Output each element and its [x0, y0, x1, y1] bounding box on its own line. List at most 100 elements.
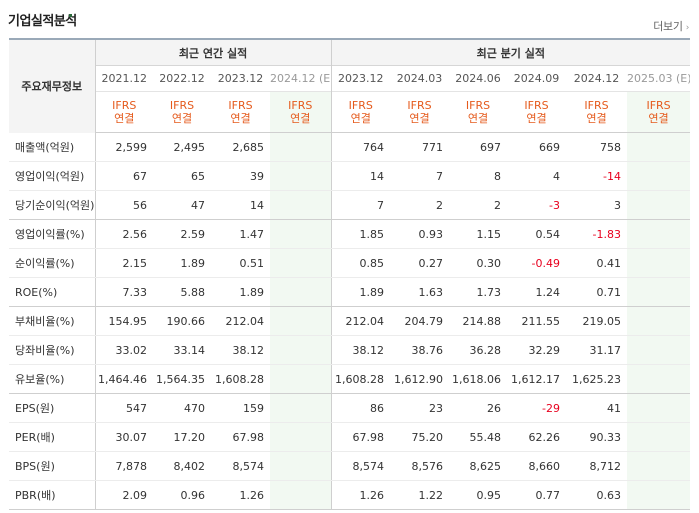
metric-label: PBR(배) [9, 480, 96, 510]
quarter-value-cell: 1.63 [390, 277, 450, 307]
table-row: 매출액(억원) 2,599 2,495 2,685 764 771 697 669 758 [9, 132, 691, 162]
quarter-value-cell: 38.76 [390, 335, 450, 365]
quarter-value-cell: 8,625 [449, 451, 508, 481]
metric-label: 부채비율(%) [9, 306, 96, 336]
table-row: 당좌비율(%) 33.02 33.14 38.12 38.12 38.76 36.28 32.… [9, 335, 691, 365]
quarter-value-cell: 36.28 [449, 335, 508, 365]
quarter-value-cell: 0.27 [390, 248, 450, 278]
annual-value-cell: 33.02 [95, 335, 153, 365]
annual-value-cell: 1.89 [153, 248, 211, 278]
quarter-value-cell: 758 [566, 132, 628, 162]
quarter-period-header: 2024.03 [390, 65, 450, 92]
quarter-value-cell [627, 277, 691, 307]
table-row: 부채비율(%) 154.95 190.66 212.04 212.04 204.79 214… [9, 306, 691, 336]
quarter-value-cell [627, 480, 691, 510]
quarter-value-cell: 2 [449, 190, 508, 220]
annual-value-cell: 39 [211, 161, 270, 191]
quarter-value-cell: 8,574 [331, 451, 391, 481]
quarter-value-cell: 2 [390, 190, 450, 220]
quarter-value-cell: 204.79 [390, 306, 450, 336]
quarter-value-cell: 4 [507, 161, 567, 191]
table-row: BPS(원) 7,878 8,402 8,574 8,574 8,576 8,625 8,66… [9, 451, 691, 481]
row-header-label: 주요재무정보 [9, 38, 96, 133]
quarter-value-cell: 7 [331, 190, 391, 220]
annual-value-cell: 2,495 [153, 132, 211, 162]
quarter-value-cell: 1.73 [449, 277, 508, 307]
ifrs-label: IFRS [407, 99, 432, 112]
annual-value-cell [270, 393, 332, 423]
annual-value-cell: 30.07 [95, 422, 153, 452]
quarter-value-cell: 31.17 [566, 335, 628, 365]
table-row: 당기순이익(억원) 56 47 14 7 2 2 -3 3 [9, 190, 691, 220]
quarter-value-cell: 0.30 [449, 248, 508, 278]
quarter-value-cell: 1,612.90 [390, 364, 450, 394]
table-row: EPS(원) 547 470 159 86 23 26 -29 41 [9, 393, 691, 423]
metric-label: ROE(%) [9, 277, 96, 307]
quarter-value-cell: 86 [331, 393, 391, 423]
annual-value-cell [270, 219, 332, 249]
annual-value-cell: 1.47 [211, 219, 270, 249]
annual-value-cell: 470 [153, 393, 211, 423]
quarter-value-cell: 0.41 [566, 248, 628, 278]
more-link[interactable]: 더보기 › [653, 18, 689, 34]
quarter-value-cell: 7 [390, 161, 450, 191]
ifrs-label: IFRS [169, 99, 195, 112]
quarter-value-cell: 8,712 [566, 451, 628, 481]
consolidated-label: 연결 [586, 112, 607, 125]
annual-value-cell [270, 248, 332, 278]
quarter-period-header: 2025.03 (E) [627, 65, 691, 92]
ifrs-badge: IFRS 연결 [449, 91, 508, 133]
consolidated-label: 연결 [467, 112, 489, 125]
quarter-value-cell: 0.54 [507, 219, 567, 249]
metric-label: 당좌비율(%) [9, 335, 96, 365]
quarter-value-cell: 62.26 [507, 422, 567, 452]
section-title: 기업실적분석 [8, 14, 77, 29]
annual-value-cell: 7.33 [95, 277, 153, 307]
quarter-value-cell: 1.15 [449, 219, 508, 249]
quarter-value-cell: 1,608.28 [331, 364, 391, 394]
consolidated-label: 연결 [648, 112, 669, 125]
quarter-value-cell: 55.48 [449, 422, 508, 452]
annual-value-cell: 1.89 [211, 277, 270, 307]
quarter-value-cell: 32.29 [507, 335, 567, 365]
quarter-value-cell: 67.98 [331, 422, 391, 452]
quarter-value-cell [627, 190, 691, 220]
quarter-value-cell [627, 161, 691, 191]
quarter-value-cell: 8 [449, 161, 508, 191]
quarter-value-cell: 1,618.06 [449, 364, 508, 394]
annual-value-cell [270, 451, 332, 481]
annual-value-cell: 17.20 [153, 422, 211, 452]
quarter-value-cell: 764 [331, 132, 391, 162]
quarter-group-header: 최근 분기 실적 [331, 38, 691, 66]
annual-value-cell: 67 [95, 161, 153, 191]
ifrs-label: IFRS [112, 99, 137, 112]
quarter-value-cell: 771 [390, 132, 450, 162]
quarter-value-cell [627, 364, 691, 394]
quarter-value-cell: 0.63 [566, 480, 628, 510]
metric-label: EPS(원) [9, 393, 96, 423]
annual-value-cell: 47 [153, 190, 211, 220]
ifrs-badge: IFRS 연결 [270, 91, 332, 133]
annual-period-header: 2021.12 [95, 65, 153, 92]
title-accent-dot [69, 14, 72, 17]
quarter-value-cell: 1.89 [331, 277, 391, 307]
quarter-value-cell: 0.93 [390, 219, 450, 249]
quarter-value-cell [627, 248, 691, 278]
quarter-value-cell: 1,625.23 [566, 364, 628, 394]
table-row: ROE(%) 7.33 5.88 1.89 1.89 1.63 1.73 1.24 0.71 [9, 277, 691, 307]
more-link-label[interactable]: 더보기 [653, 20, 683, 33]
quarter-value-cell: 8,576 [390, 451, 450, 481]
quarter-value-cell: 0.77 [507, 480, 567, 510]
quarter-value-cell: 8,660 [507, 451, 567, 481]
ifrs-badge: IFRS 연결 [153, 91, 211, 133]
quarter-value-cell: 214.88 [449, 306, 508, 336]
annual-value-cell: 0.96 [153, 480, 211, 510]
quarter-value-cell: 90.33 [566, 422, 628, 452]
chevron-right-icon: › [685, 23, 690, 33]
annual-value-cell [270, 190, 332, 220]
annual-value-cell: 2,685 [211, 132, 270, 162]
annual-period-header: 2022.12 [153, 65, 211, 92]
quarter-value-cell: 1.85 [331, 219, 391, 249]
annual-value-cell: 38.12 [211, 335, 270, 365]
quarter-value-cell: 669 [507, 132, 567, 162]
